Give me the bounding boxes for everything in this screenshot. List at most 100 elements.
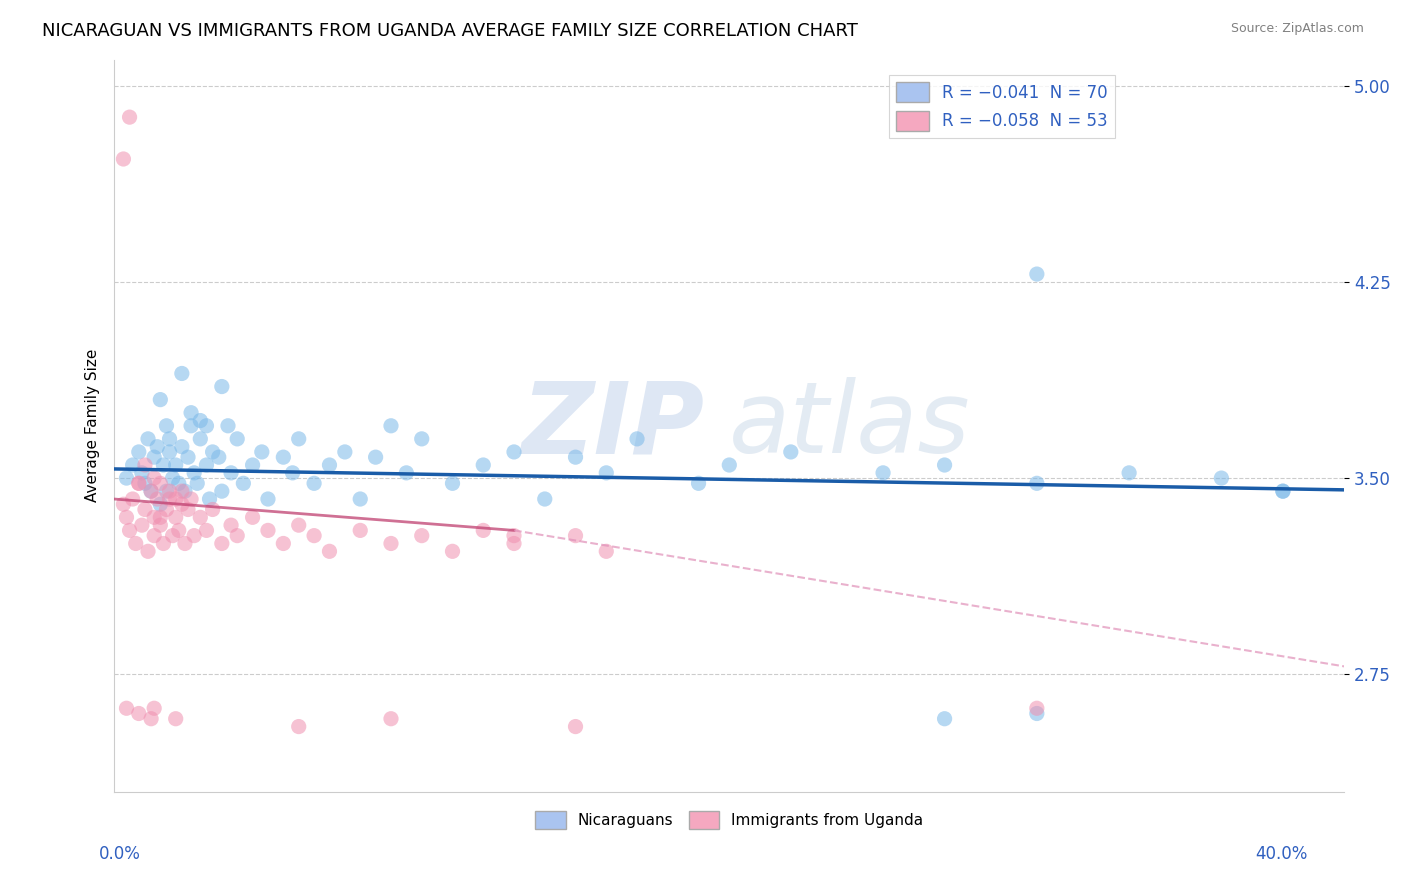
Text: 40.0%: 40.0%	[1256, 846, 1308, 863]
Point	[226, 432, 249, 446]
Point	[872, 466, 894, 480]
Point	[503, 528, 526, 542]
Point	[143, 701, 166, 715]
Point	[934, 458, 956, 472]
Point	[1025, 706, 1047, 721]
Point	[380, 536, 402, 550]
Point	[170, 440, 193, 454]
Point	[180, 491, 202, 506]
Point	[1211, 471, 1233, 485]
Point	[287, 518, 309, 533]
Point	[564, 528, 586, 542]
Point	[219, 518, 242, 533]
Point	[174, 536, 197, 550]
Point	[281, 466, 304, 480]
Point	[183, 466, 205, 480]
Point	[226, 528, 249, 542]
Point	[162, 528, 184, 542]
Point	[564, 720, 586, 734]
Point	[718, 458, 741, 472]
Point	[441, 544, 464, 558]
Point	[136, 432, 159, 446]
Point	[626, 432, 648, 446]
Point	[149, 497, 172, 511]
Point	[146, 440, 169, 454]
Point	[287, 720, 309, 734]
Point	[146, 491, 169, 506]
Point	[564, 450, 586, 465]
Point	[232, 476, 254, 491]
Text: 0.0%: 0.0%	[98, 846, 141, 863]
Point	[128, 476, 150, 491]
Point	[211, 536, 233, 550]
Point	[131, 518, 153, 533]
Point	[139, 484, 162, 499]
Point	[1271, 484, 1294, 499]
Point	[195, 524, 218, 538]
Point	[139, 712, 162, 726]
Point	[333, 445, 356, 459]
Point	[118, 524, 141, 538]
Point	[165, 491, 187, 506]
Point	[170, 367, 193, 381]
Point	[128, 476, 150, 491]
Point	[318, 544, 340, 558]
Point	[136, 544, 159, 558]
Point	[208, 450, 231, 465]
Point	[159, 484, 181, 499]
Point	[177, 502, 200, 516]
Point	[364, 450, 387, 465]
Point	[115, 471, 138, 485]
Point	[201, 502, 224, 516]
Point	[1271, 484, 1294, 499]
Point	[143, 450, 166, 465]
Point	[165, 712, 187, 726]
Point	[380, 712, 402, 726]
Point	[242, 510, 264, 524]
Point	[167, 524, 190, 538]
Point	[188, 510, 211, 524]
Point	[118, 110, 141, 124]
Point	[149, 476, 172, 491]
Point	[128, 445, 150, 459]
Point	[167, 476, 190, 491]
Point	[1025, 701, 1047, 715]
Point	[143, 471, 166, 485]
Point	[242, 458, 264, 472]
Point	[211, 379, 233, 393]
Point	[533, 491, 555, 506]
Point	[318, 458, 340, 472]
Point	[302, 528, 325, 542]
Point	[134, 458, 156, 472]
Point	[159, 432, 181, 446]
Point	[134, 476, 156, 491]
Point	[115, 701, 138, 715]
Point	[250, 445, 273, 459]
Point	[159, 445, 181, 459]
Point	[1025, 476, 1047, 491]
Point	[219, 466, 242, 480]
Point	[503, 445, 526, 459]
Point	[188, 413, 211, 427]
Point	[155, 484, 177, 499]
Point	[688, 476, 710, 491]
Y-axis label: Average Family Size: Average Family Size	[86, 349, 100, 502]
Point	[149, 392, 172, 407]
Point	[131, 466, 153, 480]
Point	[411, 432, 433, 446]
Point	[180, 418, 202, 433]
Point	[287, 432, 309, 446]
Point	[112, 152, 135, 166]
Point	[302, 476, 325, 491]
Point	[134, 502, 156, 516]
Point	[149, 518, 172, 533]
Point	[217, 418, 239, 433]
Point	[395, 466, 418, 480]
Point	[112, 497, 135, 511]
Point	[472, 458, 495, 472]
Point	[149, 510, 172, 524]
Point	[1118, 466, 1140, 480]
Point	[183, 528, 205, 542]
Point	[257, 491, 280, 506]
Point	[170, 484, 193, 499]
